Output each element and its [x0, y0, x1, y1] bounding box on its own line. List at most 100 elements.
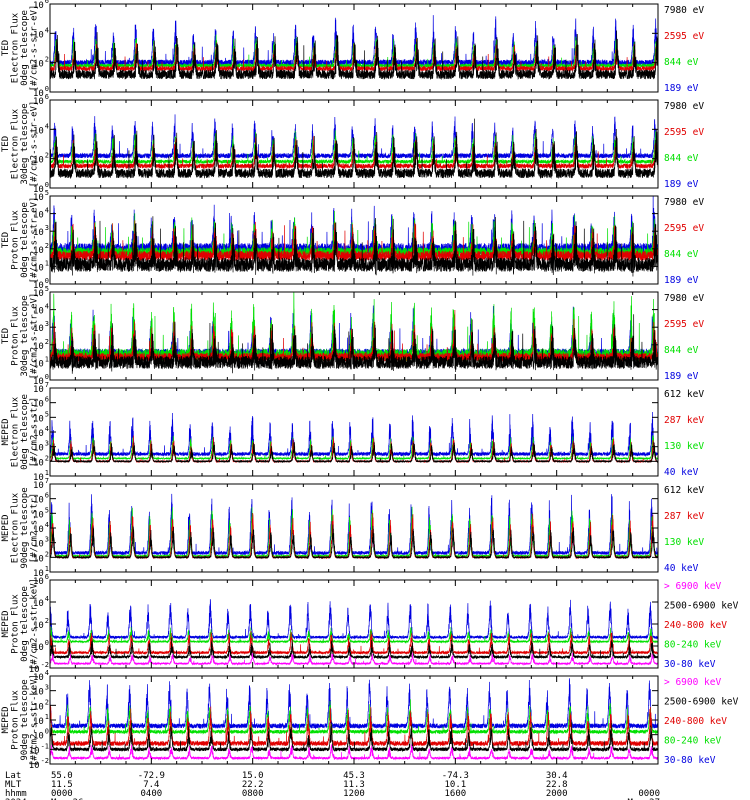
y-axis-label-line: 90deg telescope	[20, 487, 30, 568]
y-tick-exponent: 1	[45, 713, 49, 721]
legend-entry: 2595 eV	[664, 223, 704, 234]
series-line-40-kev	[50, 493, 658, 557]
y-tick-exponent: 2	[45, 550, 49, 558]
y-axis-label-line: Electron Flux	[11, 492, 21, 563]
legend-entry: 7980 eV	[664, 101, 704, 112]
y-axis-label-line: MEPED	[1, 418, 11, 445]
y-axis-label-line: Electron Flux	[11, 12, 21, 83]
y-axis-label-line: 0deg telescope	[20, 586, 30, 662]
legend-entry: 7980 eV	[664, 197, 704, 208]
y-tick-label: 10	[33, 473, 44, 483]
y-tick-label: 10	[33, 599, 44, 609]
y-axis-label-line: Proton Flux	[11, 306, 21, 366]
y-tick-exponent: 6	[45, 492, 49, 500]
time-axis-value: 0400	[140, 789, 162, 799]
y-tick-label: 10	[33, 540, 44, 550]
y-axis-label-line: 0deg telescope	[20, 10, 30, 86]
legend-entry: 30-80 keV	[664, 755, 716, 766]
time-axis-value: 11.5	[51, 780, 73, 790]
legend-entry: 80-240 keV	[664, 640, 721, 651]
panel-data	[50, 678, 658, 761]
y-axis-label-line: Electron Flux	[11, 108, 21, 179]
legend-entry: 189 eV	[664, 83, 699, 94]
y-tick-label: 10	[33, 429, 44, 439]
y-tick-label: 10	[29, 761, 40, 771]
panel-data	[50, 493, 658, 560]
legend-entry: 130 keV	[664, 441, 704, 452]
y-tick-exponent: 2	[45, 698, 49, 706]
y-tick-exponent: 0	[45, 639, 49, 647]
y-axis-label-line: [#/cm2-s-str-eV]	[30, 5, 40, 92]
y-tick-label: 10	[33, 569, 44, 579]
legend-entry: 844 eV	[664, 249, 699, 260]
y-axis-label-line: [#/cm2-s-str-eV]	[30, 101, 40, 188]
y-tick-label: 10	[33, 525, 44, 535]
series-line-240-800-kev	[50, 631, 658, 656]
time-axis-value: 15.0	[242, 771, 264, 781]
y-tick-exponent: 4	[45, 26, 49, 34]
y-tick-label: 10	[33, 481, 44, 491]
time-axis-row-label: 2024	[5, 798, 27, 800]
legend-entry: 2595 eV	[664, 127, 704, 138]
time-axis-value: 45.3	[343, 771, 365, 781]
y-axis-label-line: [#/cm2-s-str]	[30, 493, 40, 563]
y-axis-label: TED Proton Flux 30deg telescope [#/cm2-s-st…	[1, 293, 40, 380]
time-axis-row-label: MLT	[5, 780, 22, 790]
y-tick-label: 10	[33, 228, 44, 238]
y-axis-label-line: 30deg telescope	[20, 103, 30, 184]
series-line-80-240-kev	[50, 626, 658, 644]
time-axis-value: 11.3	[343, 780, 365, 790]
y-tick-label: 10	[33, 126, 44, 136]
y-tick-label: 10	[33, 1, 44, 11]
y-tick-exponent: 2	[45, 617, 49, 625]
y-tick-label: 10	[33, 185, 44, 195]
y-tick-label: 10	[33, 377, 44, 387]
legend-entry: 130 keV	[664, 537, 704, 548]
legend-entry: 80-240 keV	[664, 736, 721, 747]
time-axis-row-label: Lat	[5, 771, 21, 781]
legend-entry: 7980 eV	[664, 5, 704, 16]
legend-entry: 287 keV	[664, 415, 704, 426]
y-tick-exponent: 2	[45, 454, 49, 462]
y-axis-label-line: MEPED	[1, 610, 11, 637]
panel-data	[50, 599, 658, 666]
legend-entry: > 6900 keV	[664, 677, 721, 688]
y-axis-label: TED Electron Flux 30deg telescope [#/cm2-s-…	[1, 101, 40, 188]
series-line-30-80-kev	[50, 599, 658, 640]
y-axis-label-line: TED	[1, 40, 11, 56]
y-tick-exponent: 6	[45, 396, 49, 404]
y-tick-exponent: 3	[45, 684, 49, 692]
y-tick-label: 10	[33, 281, 44, 291]
legend-entry: 2595 eV	[664, 31, 704, 42]
y-tick-exponent: 6	[45, 93, 49, 101]
y-tick-label: 10	[33, 246, 44, 256]
y-tick-label: 10	[33, 444, 44, 454]
y-tick-exponent: 5	[45, 189, 49, 197]
y-tick-label: 10	[33, 60, 44, 70]
time-axis-value: 1600	[444, 789, 466, 799]
time-axis-value: 55.0	[51, 771, 73, 781]
y-tick-label: 10	[33, 263, 44, 273]
time-axis-value: 30.4	[546, 771, 568, 781]
y-axis-label-line: 0deg telescope	[20, 202, 30, 278]
y-axis-label: MEPED Electron Flux 90deg telescope [#/cm2-…	[1, 487, 40, 568]
y-axis-label: TED Proton Flux 0deg telescope [#/cm2-s-str…	[1, 197, 40, 284]
y-tick-label: 10	[33, 342, 44, 352]
y-tick-label: 10	[33, 414, 44, 424]
y-tick-exponent: 1	[45, 469, 49, 477]
y-tick-label: 10	[33, 400, 44, 410]
y-axis-label: MEPED Electron Flux 0deg telescope [#/cm2-s…	[1, 394, 40, 470]
panel-data	[50, 412, 658, 464]
y-tick-exponent: 0	[45, 85, 49, 93]
y-tick-exponent: 4	[45, 595, 49, 603]
time-axis-value: 22.8	[546, 780, 568, 790]
legend-entry: 2500-6900 keV	[664, 601, 739, 612]
y-tick-label: 10	[33, 643, 44, 653]
time-axis-value: 22.2	[242, 780, 264, 790]
legend-entry: 844 eV	[664, 57, 699, 68]
y-tick-exponent: -2	[41, 661, 49, 669]
y-tick-exponent: 3	[45, 320, 49, 328]
